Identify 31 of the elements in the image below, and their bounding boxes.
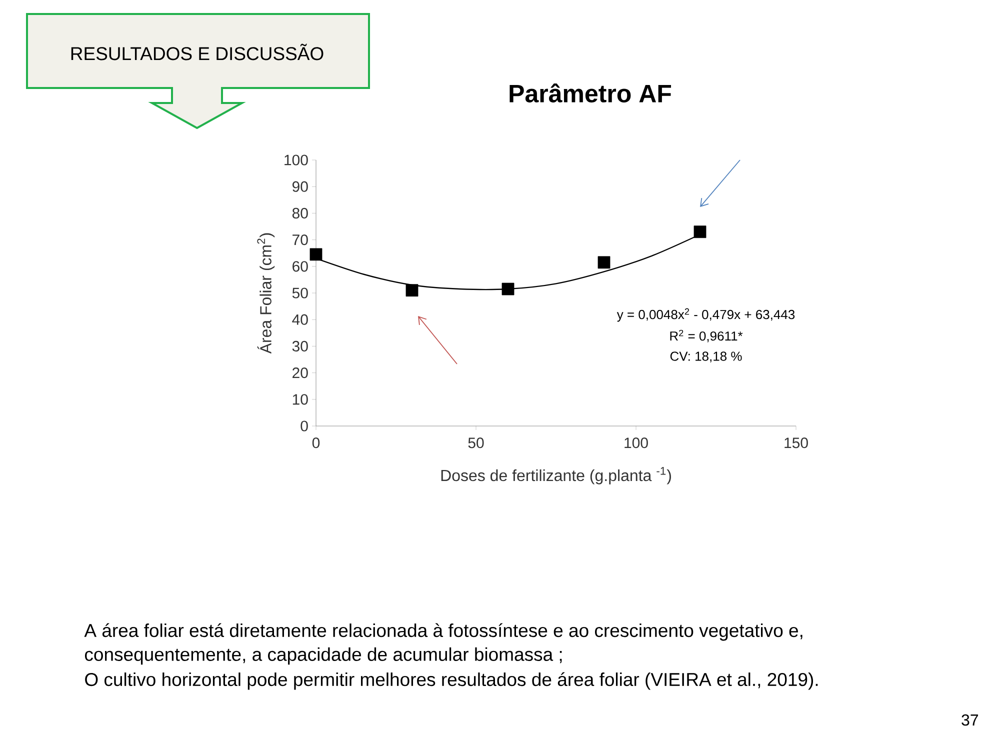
- x-axis-title: Doses de fertilizante (g.planta $^{-1}$): [441, 467, 671, 484]
- y-tick-label: 50: [292, 288, 308, 298]
- text: A área foliar está diretamente relacionada à fotossíntese e ao crescimento vegetativo e,: [84, 623, 802, 641]
- point: [694, 226, 706, 238]
- y-tick-label: 20: [292, 367, 308, 378]
- y-tick-label: 40: [292, 314, 308, 325]
- y-tick-label: 80: [292, 208, 308, 219]
- point: [406, 284, 418, 297]
- y-tick-label: 0: [300, 420, 308, 432]
- y-tick-label: 90: [292, 181, 308, 192]
- x-tick-label: 100: [624, 438, 648, 448]
- x-tick-label: 50: [468, 438, 484, 448]
- point: [598, 256, 610, 269]
- point: [310, 248, 322, 261]
- annotation: y = 0,0048x$^{2}$ - 0,479x + 63,443: [616, 308, 795, 322]
- text: RESULTADOS E DISCUSSÃO: [71, 44, 324, 60]
- y-tick-label: 30: [292, 340, 308, 352]
- text: O cultivo horizontal pode permitir melhores resultados de área foliar (VIEIRA et al., 2019).: [85, 672, 818, 690]
- chart-title: Parâmetro AF: [510, 84, 672, 102]
- text: consequentemente, a capacidade de acumular biomassa ;: [84, 647, 562, 665]
- x-tick-label: 150: [784, 438, 808, 448]
- y-tick-label: 100: [284, 154, 308, 166]
- y-tick-label: 10: [292, 394, 308, 405]
- annotation: CV: 18,18 %: [670, 352, 742, 362]
- y-tick-label: 70: [292, 234, 308, 246]
- text: 37: [962, 714, 978, 726]
- annotation: R$^{2}$ = 0,9611*: [670, 330, 743, 342]
- x-tick-label: 0: [312, 438, 320, 448]
- y-tick-label: 60: [292, 261, 308, 272]
- point: [502, 282, 514, 296]
- y-axis-title: Área Foliar (cm$^{2}$): [257, 233, 275, 354]
